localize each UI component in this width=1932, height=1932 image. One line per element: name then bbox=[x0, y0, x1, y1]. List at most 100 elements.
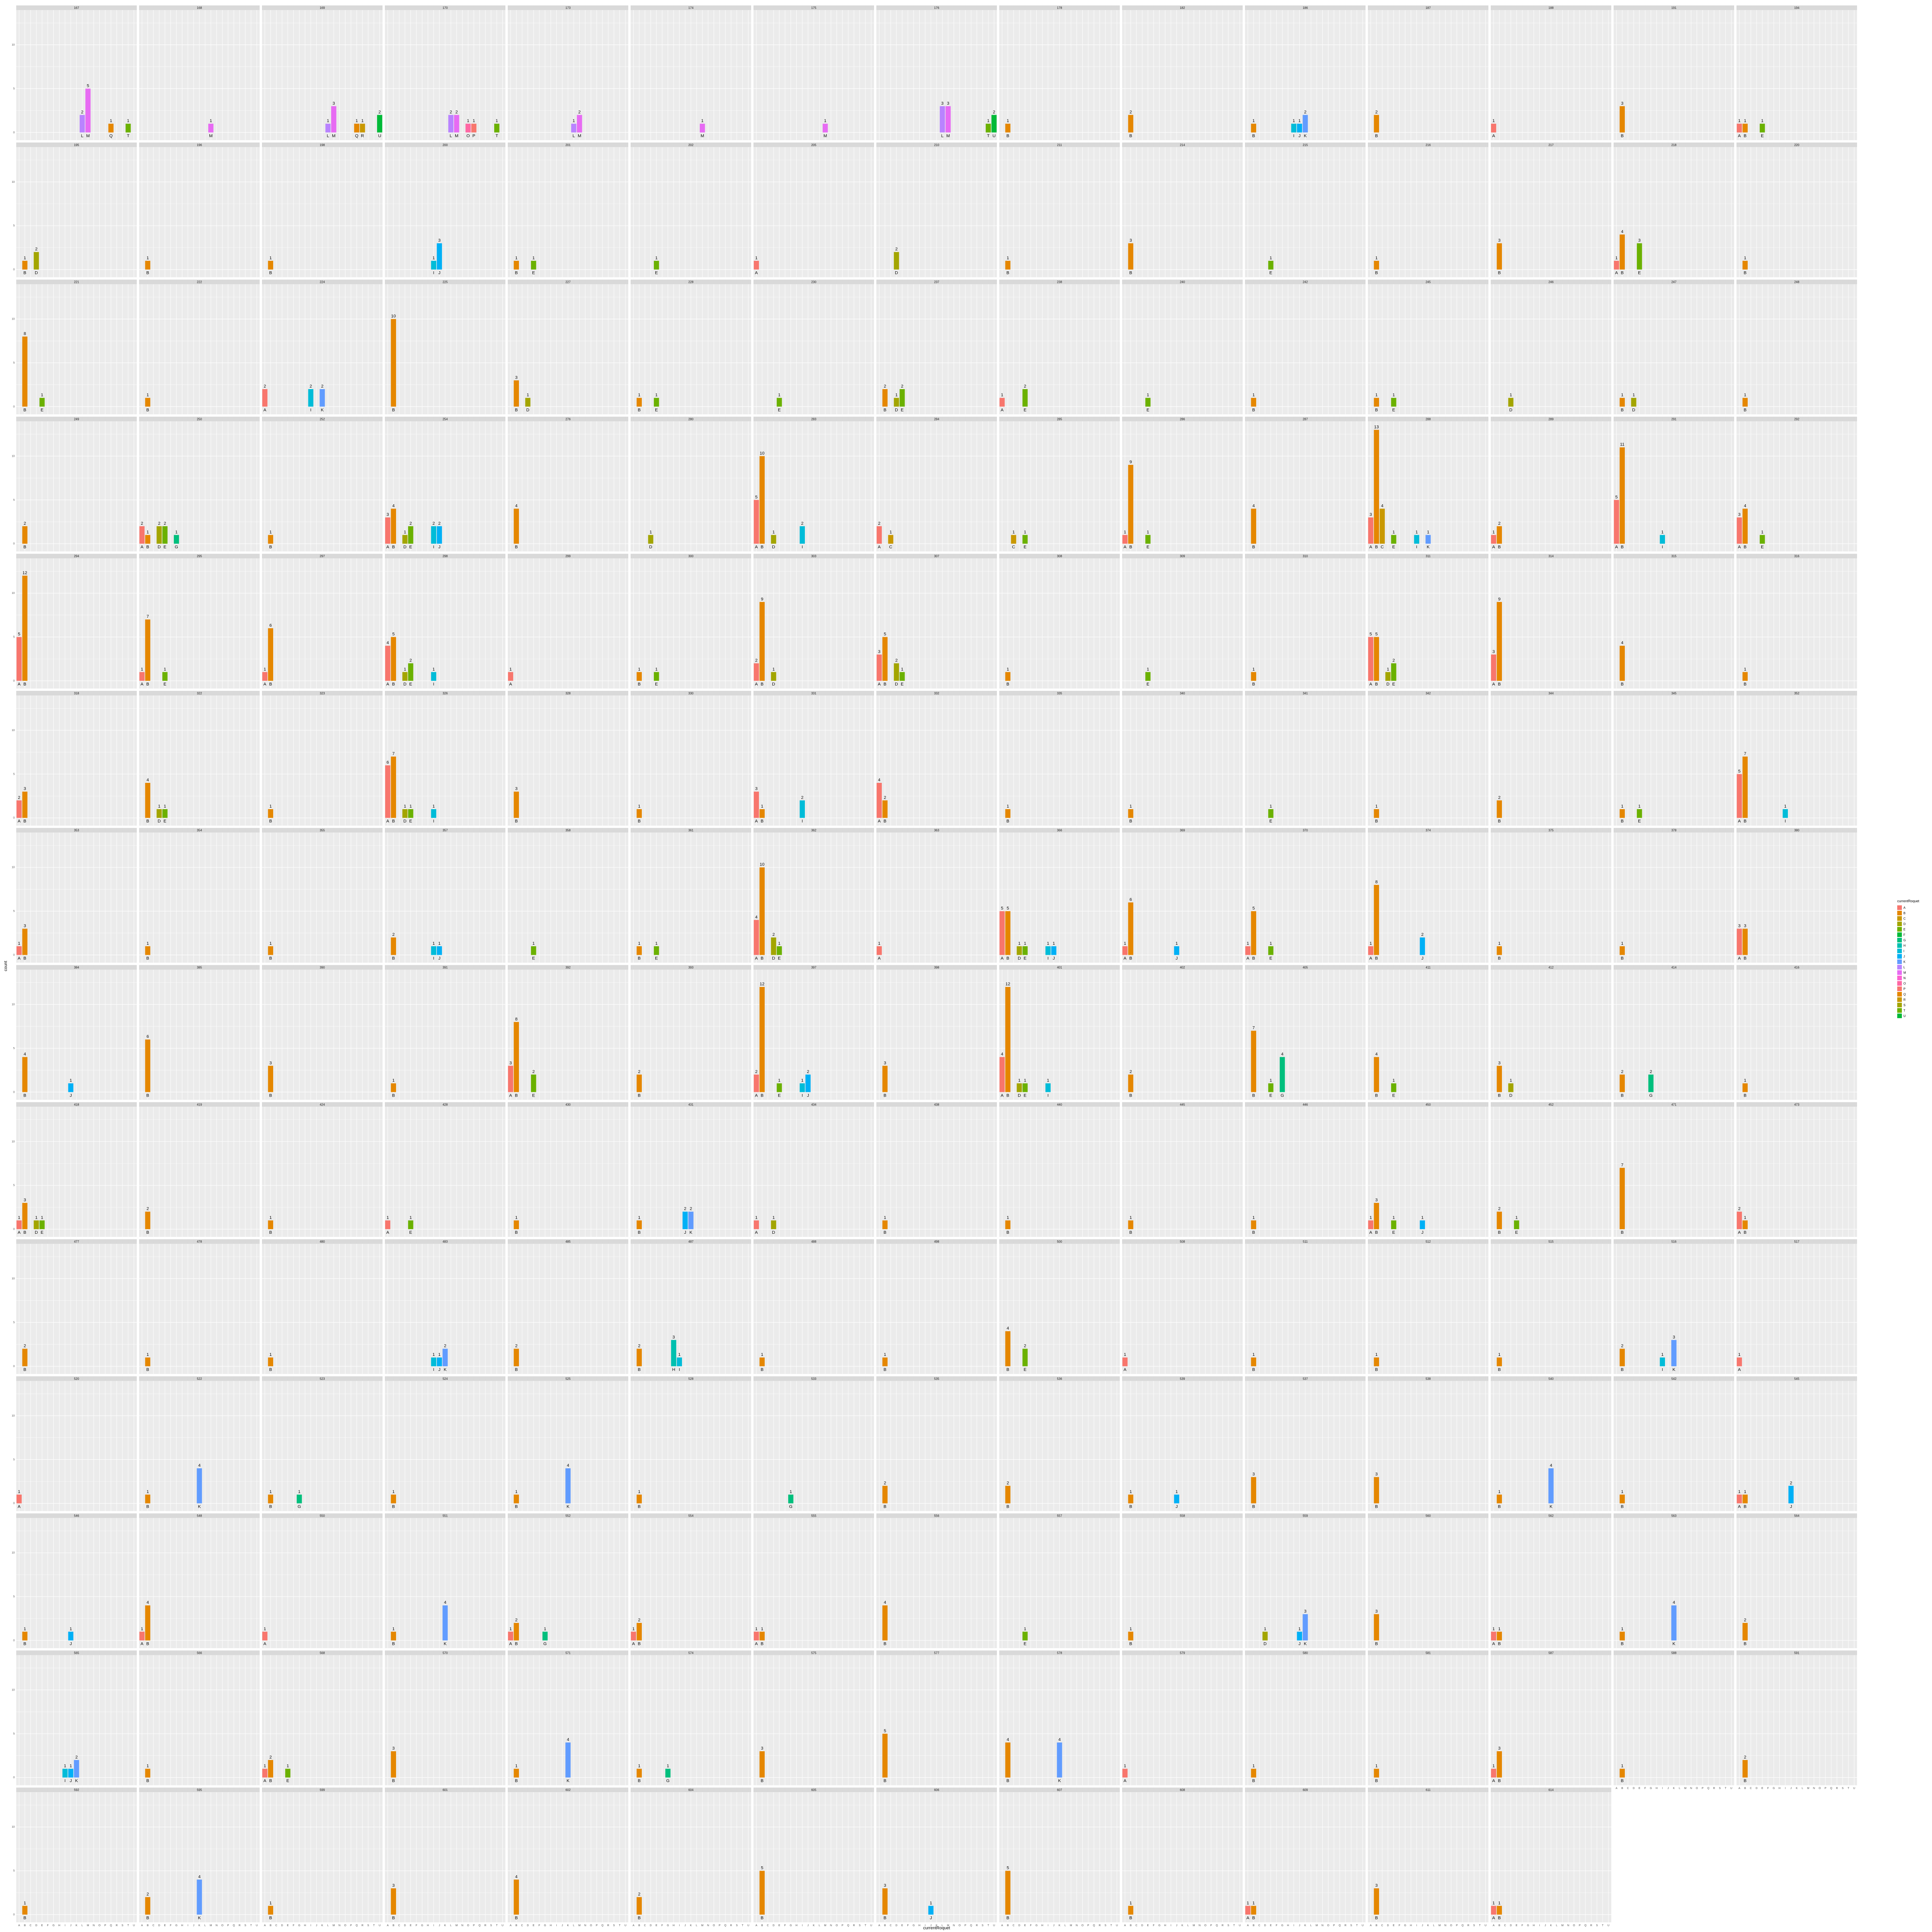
facet-title: 326 bbox=[442, 692, 448, 695]
bar-value-label: 1 bbox=[655, 941, 658, 946]
bar bbox=[1251, 1031, 1256, 1092]
facet-panel: 341 1 E bbox=[1245, 690, 1366, 826]
bar-category-label: D bbox=[158, 819, 161, 824]
bar bbox=[68, 1083, 73, 1092]
facet-strip bbox=[508, 142, 628, 147]
facet-title: 174 bbox=[688, 6, 694, 10]
bar-value-label: 2 bbox=[895, 247, 898, 252]
facet-panel: 300 1 B 1 E bbox=[631, 554, 751, 689]
bar-category-label: B bbox=[146, 545, 149, 549]
bar-value-label: 1 bbox=[70, 1078, 72, 1083]
facet-panel: 242 1 B bbox=[1245, 279, 1366, 415]
bar bbox=[408, 1220, 413, 1230]
facet-strip bbox=[999, 690, 1120, 696]
bar-value-label: 4 bbox=[1281, 1052, 1284, 1057]
bar bbox=[471, 124, 476, 133]
bar-category-label: B bbox=[884, 408, 886, 412]
bar-value-label: 1 bbox=[269, 941, 272, 946]
facet-panel: 294 5 A 12 B bbox=[16, 554, 137, 689]
bar bbox=[145, 946, 150, 955]
bar-value-label: 1 bbox=[1270, 256, 1272, 260]
bar-category-label: B bbox=[146, 956, 149, 961]
bar bbox=[514, 1220, 519, 1230]
facet-strip bbox=[1491, 417, 1611, 422]
bar-category-label: I bbox=[1048, 956, 1049, 961]
y-tick-label: 0 bbox=[13, 1228, 15, 1231]
facet-title: 378 bbox=[1671, 829, 1677, 832]
facet-strip bbox=[262, 690, 383, 696]
facet-strip bbox=[1122, 828, 1243, 833]
facet-panel: 291 5 A 11 B 1 I bbox=[1614, 417, 1734, 552]
facet-title: 300 bbox=[688, 554, 694, 558]
bar-category-label: B bbox=[1007, 682, 1009, 687]
bar-value-label: 1 bbox=[410, 804, 412, 809]
bar bbox=[1145, 398, 1151, 407]
facet-title: 188 bbox=[1548, 6, 1554, 10]
facet-title: 182 bbox=[1180, 6, 1185, 10]
bar bbox=[1760, 535, 1765, 544]
bar-value-label: 1 bbox=[901, 667, 903, 672]
facet-title: 286 bbox=[1180, 417, 1185, 421]
bar-value-label: 3 bbox=[515, 375, 517, 380]
bar bbox=[139, 526, 145, 544]
bar-value-label: 2 bbox=[432, 521, 435, 526]
bar-value-label: 4 bbox=[146, 778, 149, 782]
bar bbox=[531, 260, 536, 270]
bar bbox=[1128, 465, 1133, 544]
bar bbox=[173, 535, 179, 544]
facet-strip bbox=[1368, 279, 1488, 284]
bar bbox=[385, 1220, 391, 1230]
bar bbox=[1619, 447, 1625, 544]
bar-value-label: 1 bbox=[532, 256, 535, 260]
facet-title: 240 bbox=[1180, 281, 1185, 284]
y-tick-label: 0 bbox=[13, 269, 15, 271]
bar bbox=[1374, 115, 1379, 133]
facet-panel: 201 1 B 1 E bbox=[508, 142, 628, 277]
facet-title: 316 bbox=[1794, 554, 1799, 558]
facet-panel: 431 1 B 2 J 2 K bbox=[631, 1102, 751, 1237]
bar-value-label: 1 bbox=[638, 804, 640, 809]
bar bbox=[408, 663, 413, 681]
bar-category-label: B bbox=[1007, 1093, 1009, 1098]
bar-value-label: 3 bbox=[941, 101, 944, 106]
bar-category-label: I bbox=[1048, 1093, 1049, 1098]
bar-category-label: B bbox=[24, 1230, 26, 1235]
bar bbox=[402, 535, 408, 544]
bar bbox=[888, 535, 893, 544]
bar-value-label: 2 bbox=[638, 1070, 640, 1074]
bar bbox=[508, 672, 514, 681]
bar bbox=[1374, 1203, 1379, 1230]
facet-strip bbox=[631, 279, 751, 284]
bar-category-label: E bbox=[1146, 682, 1149, 687]
facet-panel: 369 1 A 6 B 1 J bbox=[1122, 828, 1243, 963]
bar-category-label: B bbox=[515, 408, 518, 412]
bar-value-label: 12 bbox=[760, 982, 764, 986]
bar bbox=[1736, 517, 1742, 544]
bar-category-label: E bbox=[1392, 682, 1395, 687]
facet-panel: 214 3 B bbox=[1122, 142, 1243, 277]
bar-value-label: 3 bbox=[1129, 238, 1132, 243]
facet-panel: 332 4 A 2 B bbox=[876, 690, 997, 826]
facet-strip bbox=[1614, 142, 1734, 147]
bar bbox=[80, 115, 85, 133]
bar-value-label: 2 bbox=[684, 1207, 686, 1211]
bar bbox=[759, 987, 765, 1092]
facet-strip bbox=[262, 828, 383, 833]
facet-title: 366 bbox=[1057, 829, 1062, 832]
bar bbox=[1251, 398, 1256, 407]
facet-title: 431 bbox=[688, 1103, 694, 1106]
bar-category-label: L bbox=[450, 134, 452, 138]
bar-category-label: B bbox=[1621, 134, 1624, 138]
bar-value-label: 3 bbox=[1744, 923, 1746, 928]
bar-category-label: I bbox=[433, 819, 434, 824]
facet-strip bbox=[1491, 554, 1611, 559]
bar bbox=[799, 800, 805, 818]
bar bbox=[753, 500, 759, 544]
bar-value-label: 13 bbox=[1374, 425, 1379, 429]
facet-strip bbox=[1122, 554, 1243, 559]
bar bbox=[325, 124, 331, 133]
facet-panel: 299 1 A bbox=[508, 554, 628, 689]
bar-value-label: 5 bbox=[755, 495, 757, 500]
bar-value-label: 7 bbox=[1744, 752, 1746, 756]
bar bbox=[1268, 260, 1274, 270]
